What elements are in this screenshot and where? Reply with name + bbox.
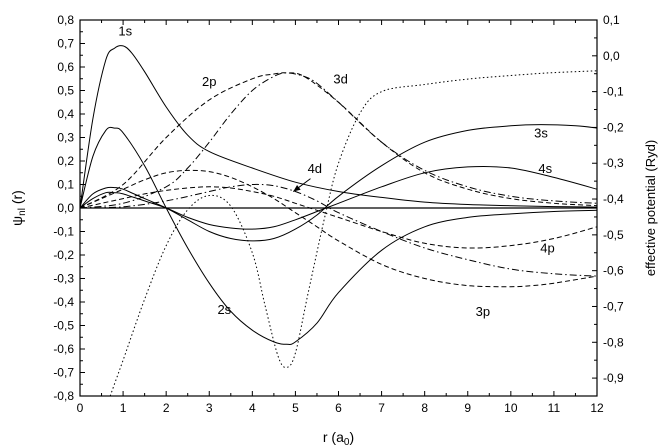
x-tick-label: 6 (335, 401, 342, 415)
x-tick-label: 3 (206, 401, 213, 415)
curve-label-2p: 2p (202, 74, 216, 89)
y2-tick-label: 0,1 (603, 13, 620, 27)
x-axis-title-main: r (a (323, 429, 344, 445)
y-tick-label: -0,8 (53, 389, 74, 403)
4d-pointer-arrowhead (293, 184, 301, 192)
y-tick-label: 0,1 (57, 178, 74, 192)
curve-label-4s: 4s (538, 161, 552, 176)
y-tick-label: -0,7 (53, 366, 74, 380)
y2-tick-label: -0,3 (603, 156, 624, 170)
curve-label-3d: 3d (333, 71, 347, 86)
x-axis-title: r (a0) (323, 429, 354, 448)
series-line-3d (80, 72, 597, 209)
curve-label-3p: 3p (476, 304, 490, 319)
x-tick-label: 1 (120, 401, 127, 415)
series-line-4d (80, 183, 597, 277)
series-line-4p (80, 186, 597, 249)
series-line-3p (80, 169, 597, 288)
right-axis-title: effective potential (Ryd) (643, 140, 658, 276)
y-tick-label: 0,6 (57, 60, 74, 74)
y-tick-label: -0,3 (53, 272, 74, 286)
x-tick-label: 0 (77, 401, 84, 415)
x-tick-label: 9 (464, 401, 471, 415)
y-tick-label: -0,1 (53, 225, 74, 239)
y-tick-label: 0,5 (57, 84, 74, 98)
y2-tick-label: -0,4 (603, 192, 624, 206)
series-line-1s (80, 45, 597, 209)
y2-tick-label: -0,6 (603, 264, 624, 278)
curve-label-1s: 1s (118, 23, 132, 38)
x-tick-label: 5 (292, 401, 299, 415)
y-axis-title-subscript: nl (17, 208, 28, 216)
y-tick-label: 0,8 (57, 13, 74, 27)
x-tick-label: 4 (249, 401, 256, 415)
x-tick-label: 8 (421, 401, 428, 415)
y-tick-label: -0,5 (53, 319, 74, 333)
y-tick-label: 0,0 (57, 201, 74, 215)
series-line-2s (80, 126, 597, 345)
y-tick-label: -0,2 (53, 248, 74, 262)
x-tick-label: 7 (378, 401, 385, 415)
x-axis-title-end: ) (349, 429, 354, 445)
curve-label-4d: 4d (308, 161, 322, 176)
y2-tick-label: -0,7 (603, 299, 624, 313)
effective-potential-line (109, 70, 597, 396)
y-tick-label: -0,4 (53, 295, 74, 309)
y2-tick-label: -0,1 (603, 85, 624, 99)
y2-tick-label: -0,9 (603, 371, 624, 385)
curve-label-2s: 2s (217, 302, 231, 317)
y2-tick-label: -0,8 (603, 335, 624, 349)
curve-label-3s: 3s (534, 126, 548, 141)
y-axis-title-main: ψ (9, 216, 25, 226)
series-line-4s (80, 165, 597, 230)
series-line-2p (80, 72, 597, 209)
series-line-3s (80, 124, 597, 242)
x-tick-label: 12 (590, 401, 604, 415)
y-tick-label: -0,6 (53, 342, 74, 356)
x-tick-label: 11 (548, 401, 561, 415)
tick-layer: 0 1 2 3 4 5 6 7 8 9 10 11 120,80,70,60,50,40,30,20,1… (53, 13, 624, 415)
curve-label-4p: 4p (540, 241, 554, 256)
x-tick-label: 2 (163, 401, 170, 415)
y-tick-label: 0,7 (57, 37, 74, 51)
y2-tick-label: 0,0 (603, 49, 620, 63)
y-tick-label: 0,3 (57, 131, 74, 145)
annotation-layer: 1s 2p 3d 3s 4d 4s 4p 3p 2s (118, 23, 554, 319)
y-axis-title: ψnl (r) (9, 190, 28, 226)
y-tick-label: 0,2 (57, 154, 74, 168)
x-tick-label: 10 (504, 401, 518, 415)
y-axis-title-end: (r) (9, 190, 25, 208)
y2-tick-label: -0,2 (603, 120, 624, 134)
y2-tick-label: -0,5 (603, 228, 624, 242)
y-tick-label: 0,4 (57, 107, 74, 121)
series-layer (80, 45, 597, 396)
x-axis-title-subscript: 0 (344, 437, 350, 448)
